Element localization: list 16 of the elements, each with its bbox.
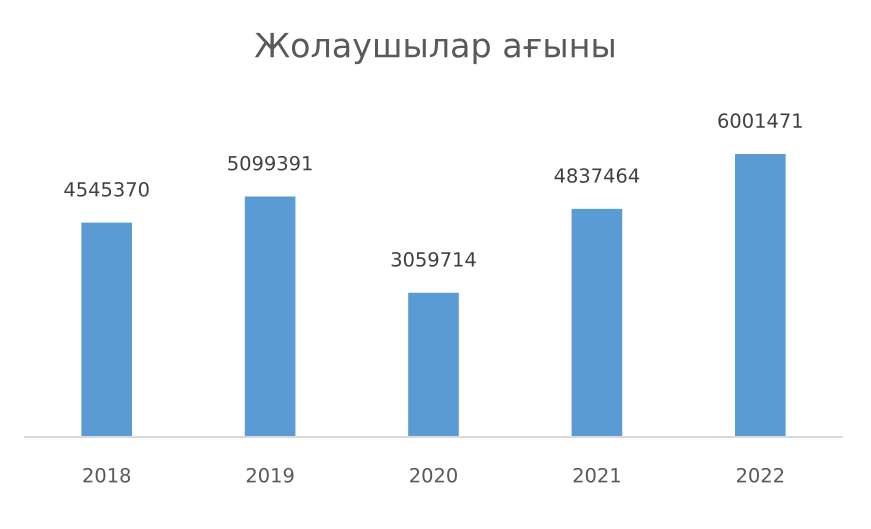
data-label: 6001471 <box>718 113 802 128</box>
data-label: 4545370 <box>64 182 149 197</box>
bar <box>572 208 622 437</box>
data-label: 5099391 <box>228 156 312 171</box>
x-tick-label: 2022 <box>736 468 784 483</box>
chart-title: Жолаушылар ағыны <box>254 32 614 64</box>
x-tick-label: 2019 <box>246 468 294 483</box>
bar <box>81 222 132 437</box>
bar <box>408 292 459 437</box>
data-label: 4837464 <box>554 168 640 183</box>
x-tick-label: 2018 <box>83 468 130 483</box>
bar <box>734 154 786 437</box>
data-label: 3059714 <box>392 252 476 267</box>
x-tick-label: 2021 <box>574 468 620 483</box>
x-tick-label: 2020 <box>410 468 457 483</box>
bar <box>244 196 296 437</box>
